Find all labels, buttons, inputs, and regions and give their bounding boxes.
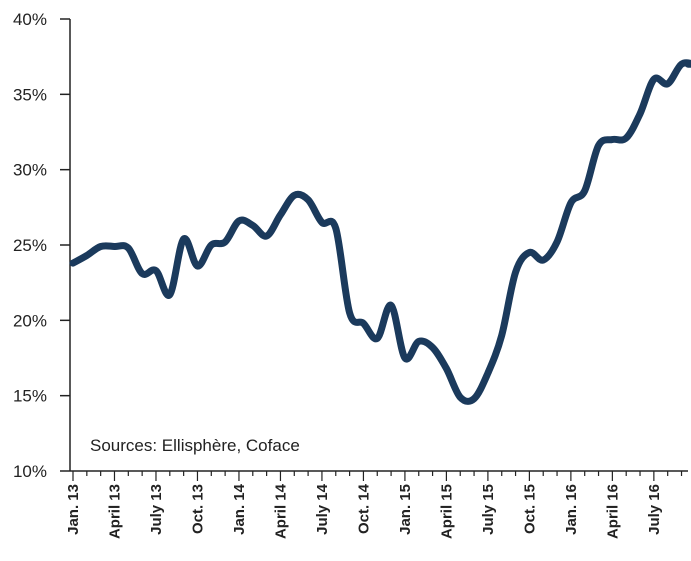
x-tick-label: April 15 <box>438 484 455 539</box>
y-tick-label: 25% <box>13 236 47 255</box>
x-tick-label: April 16 <box>604 484 621 539</box>
source-note: Sources: Ellisphère, Coface <box>90 436 300 455</box>
x-tick-label: July 14 <box>314 483 331 535</box>
y-tick-label: 10% <box>13 462 47 481</box>
y-axis: 10% 15% 20% 25% 30% 35% 40% <box>13 10 71 481</box>
x-tick-label: April 13 <box>106 484 123 539</box>
x-tick-label: July 15 <box>480 484 497 535</box>
x-tick-label: Oct. 14 <box>355 483 372 534</box>
series-line <box>69 59 691 405</box>
x-tick-label: Oct. 15 <box>521 484 538 534</box>
y-tick-label: 15% <box>13 387 47 406</box>
y-tick-label: 30% <box>13 161 47 180</box>
x-axis: Jan. 13 April 13 July 13 Oct. 13 Jan. 14 Apri… <box>65 470 688 539</box>
x-tick-label: Jan. 13 <box>65 484 82 535</box>
y-tick-label: 35% <box>13 85 47 104</box>
x-tick-label: April 14 <box>272 483 289 539</box>
y-tick-label: 40% <box>13 10 47 29</box>
x-tick-label: Jan. 14 <box>231 483 248 535</box>
x-tick-label: Jan. 15 <box>397 484 414 535</box>
x-tick-label: Oct. 13 <box>189 484 206 534</box>
x-tick-label: July 16 <box>646 484 663 535</box>
y-tick-label: 20% <box>13 311 47 330</box>
x-tick-label: Jan. 16 <box>563 484 580 535</box>
x-tick-label: July 13 <box>148 484 165 535</box>
